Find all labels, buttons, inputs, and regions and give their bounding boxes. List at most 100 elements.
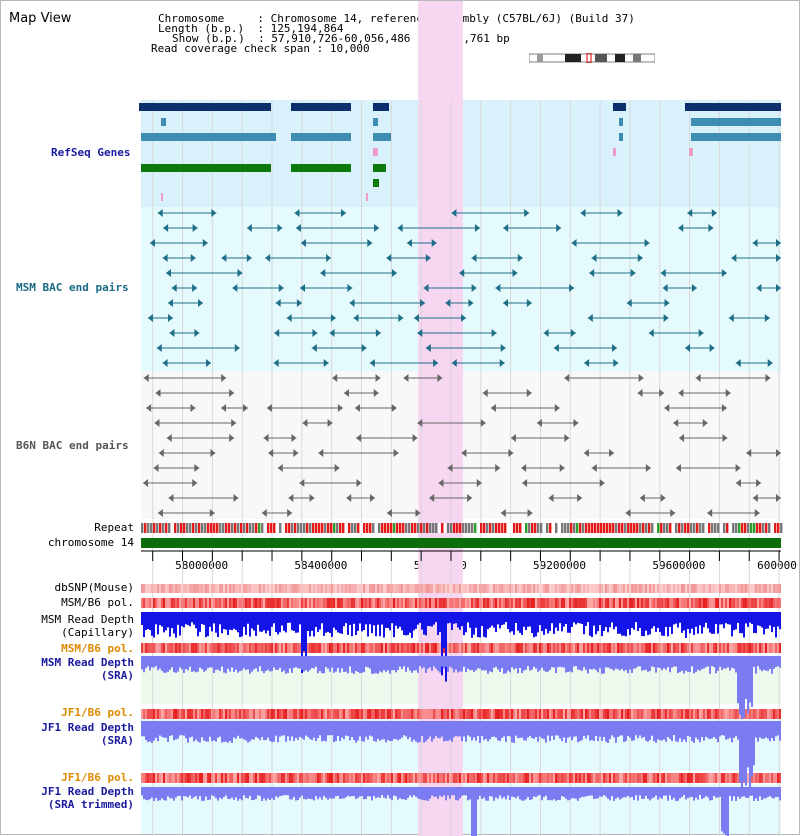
jf1-b6-pol-strip (149, 709, 151, 719)
repeat-block (555, 523, 558, 533)
dbsnp-strip (751, 584, 753, 593)
msm-depth-sra-bar (587, 656, 589, 674)
msm-b6-pol-strip (561, 598, 563, 608)
msm-depth-sra-bar (681, 656, 683, 671)
repeat-block (297, 523, 300, 533)
msm-bac-end (461, 314, 467, 322)
jf1-depth-trim-bar (401, 787, 403, 800)
jf1-depth-sra-bar (623, 721, 625, 742)
msm-b6-pol-strip (151, 598, 153, 608)
msm-b6-pol-strip (235, 598, 237, 608)
msm-b6-pol-strip-2 (481, 643, 483, 653)
msm-depth-capillary-bar (159, 612, 161, 626)
repeat-block (609, 523, 612, 533)
msm-b6-pol-strip-2 (689, 643, 691, 653)
msm-b6-pol-strip (723, 598, 725, 608)
jf1-b6-pol-strip (413, 709, 415, 719)
jf1-b6-pol-strip (583, 709, 585, 719)
jf1-depth-trim-bar (721, 787, 723, 832)
msm-depth-capillary-bar (473, 612, 475, 635)
jf1-b6-pol-strip (175, 709, 177, 719)
msm-depth-capillary-bar (501, 612, 503, 626)
track-label-b6n-bac[interactable]: B6N BAC end pairs (16, 439, 129, 452)
msm-depth-sra-bar (689, 656, 691, 673)
b6n-bac-end (639, 494, 645, 502)
jf1-b6-pol-strip (161, 709, 163, 719)
dbsnp-strip (535, 584, 537, 593)
msm-depth-capillary-bar (413, 612, 415, 631)
msm-depth-sra-bar (257, 656, 259, 672)
msm-bac-end (776, 239, 781, 247)
jf1-b6-pol-strip-2 (733, 773, 735, 783)
msm-depth-sra-bar (383, 656, 385, 671)
msm-b6-pol-strip-2 (617, 643, 619, 653)
b6n-bac-end (166, 434, 172, 442)
msm-depth-capillary-bar (493, 612, 495, 628)
msm-depth-capillary-bar (629, 612, 631, 635)
jf1-b6-pol-strip (453, 709, 455, 719)
jf1-depth-trim-bar (483, 787, 485, 798)
msm-b6-pol-strip-2 (607, 643, 609, 653)
msm-depth-capillary-bar (301, 612, 303, 674)
msm-bac-end (391, 269, 397, 277)
jf1-b6-pol-strip (423, 709, 425, 719)
msm-depth-sra-bar (243, 656, 245, 669)
jf1-depth-trim-bar (463, 787, 465, 796)
track-label-msm-bac[interactable]: MSM BAC end pairs (16, 281, 129, 294)
jf1-depth-sra-bar (249, 721, 251, 742)
jf1-depth-trim-bar (361, 787, 363, 796)
jf1-depth-trim-bar (335, 787, 337, 797)
msm-bac-end (617, 209, 623, 217)
msm-b6-pol-strip-2 (529, 643, 531, 653)
repeat-block (708, 523, 711, 533)
msm-depth-capillary-bar (643, 612, 645, 637)
jf1-depth-trim-bar (617, 787, 619, 798)
repeat-block (303, 523, 306, 533)
msm-b6-pol-strip (639, 598, 641, 608)
jf1-depth-sra-bar (567, 721, 569, 738)
msm-depth-capillary-bar (659, 612, 661, 632)
jf1-b6-pol-strip (221, 709, 223, 719)
msm-b6-pol-strip (615, 598, 617, 608)
jf1-depth-sra-bar (429, 721, 431, 737)
jf1-b6-pol-strip (261, 709, 263, 719)
msm-b6-pol-strip-2 (687, 643, 689, 653)
msm-depth-capillary-bar (221, 612, 223, 634)
msm-b6-pol-strip (673, 598, 675, 608)
msm-depth-capillary-bar (343, 612, 345, 627)
msm-b6-pol-strip (613, 598, 615, 608)
jf1-b6-pol-strip (561, 709, 563, 719)
jf1-b6-pol-strip-2 (385, 773, 387, 783)
dbsnp-strip (283, 584, 285, 593)
msm-depth-sra-bar (459, 656, 461, 672)
jf1-b6-pol-strip-2 (211, 773, 213, 783)
jf1-b6-pol-strip (601, 709, 603, 719)
repeat-block (348, 523, 351, 533)
repeat-block (663, 523, 666, 533)
jf1-b6-pol-strip (675, 709, 677, 719)
jf1-b6-pol-strip-2 (539, 773, 541, 783)
dbsnp-strip (573, 584, 575, 593)
msm-depth-capillary-bar (419, 612, 421, 623)
jf1-b6-pol-strip-2 (195, 773, 197, 783)
jf1-b6-pol-strip-2 (331, 773, 333, 783)
msm-depth-sra-bar (245, 656, 247, 671)
msm-b6-pol-strip-2 (327, 643, 329, 653)
jf1-b6-pol-strip (603, 709, 605, 719)
chromosome-ideogram[interactable] (529, 53, 655, 63)
msm-depth-sra-bar (275, 656, 277, 670)
jf1-b6-pol-strip-2 (441, 773, 443, 783)
dbsnp-strip (219, 584, 221, 593)
jf1-depth-sra-bar (545, 721, 547, 743)
msm-b6-pol-strip-2 (271, 643, 273, 653)
track-label-refseq[interactable]: RefSeq Genes (51, 146, 131, 159)
msm-b6-pol-strip (567, 598, 569, 608)
msm-b6-pol-strip (641, 598, 643, 608)
msm-b6-pol-strip-2 (277, 643, 279, 653)
msm-depth-sra-bar (497, 656, 499, 670)
dbsnp-strip (151, 584, 153, 593)
jf1-depth-trim-bar (607, 787, 609, 799)
jf1-b6-pol-strip (585, 709, 587, 719)
msm-b6-pol-strip-2 (403, 643, 405, 653)
